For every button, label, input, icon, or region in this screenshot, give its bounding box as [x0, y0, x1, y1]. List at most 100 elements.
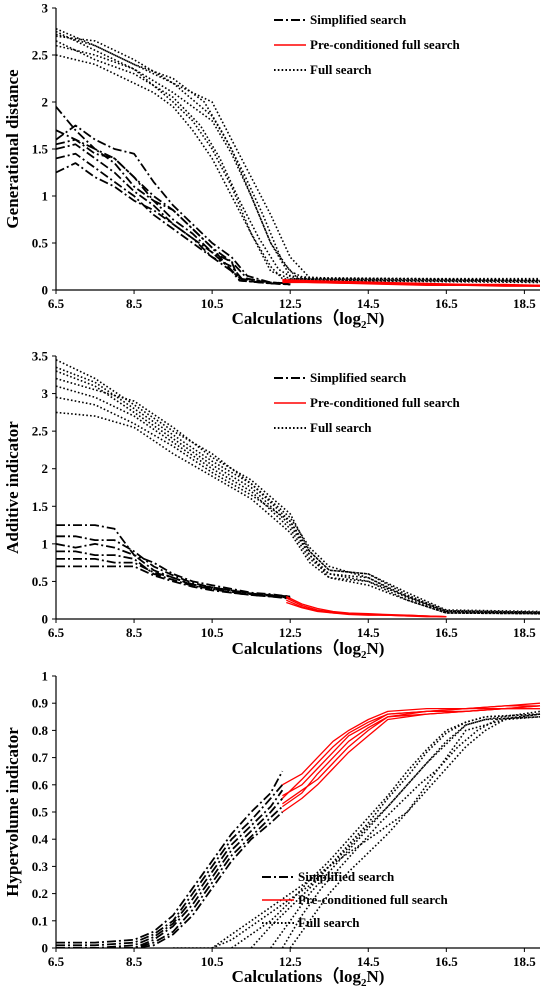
legend: Simplified search Pre-conditioned full se… — [274, 370, 461, 435]
series-line-full — [281, 713, 541, 948]
x-axis-title: Calculations（log2N) — [232, 966, 385, 989]
x-tick-label: 8.5 — [126, 296, 143, 311]
x-axis-title: Calculations（log2N) — [232, 308, 385, 331]
series-line-preconditioned — [282, 705, 541, 797]
y-tick-label: 1.5 — [32, 142, 49, 157]
y-tick-label: 0.2 — [32, 886, 48, 901]
series-line-simplified — [56, 124, 291, 285]
y-tick-label: 0 — [42, 941, 49, 956]
series-line-preconditioned — [286, 595, 447, 618]
y-tick-label: 3.5 — [32, 349, 49, 364]
series-line-full — [211, 710, 541, 948]
x-axis-title-main: Calculations（log — [232, 308, 362, 328]
x-tick-label: 10.5 — [201, 625, 224, 640]
x-tick-label: 12.5 — [279, 296, 302, 311]
series-line-preconditioned — [286, 599, 447, 618]
x-tick-label: 16.5 — [435, 954, 458, 969]
chart-2: 0 0.5 1 1.5 2 2.5 3 3.5 6.5 8.5 10.5 12.5 14.5 16.5 18… — [3, 349, 541, 661]
y-tick-label: 0 — [42, 283, 49, 298]
series-line-full — [231, 713, 541, 948]
legend-label-preconditioned: Pre-conditioned full search — [310, 37, 461, 52]
x-tick-label: 14.5 — [357, 296, 380, 311]
series-line-preconditioned — [282, 707, 540, 813]
y-tick-label: 0.7 — [32, 750, 49, 765]
y-tick-label: 0.5 — [32, 805, 49, 820]
x-tick-label: 10.5 — [201, 954, 224, 969]
series-line-full — [250, 713, 541, 948]
chart-3: 0 0.1 0.2 0.3 0.4 0.5 0.6 0.7 0.8 0.9 16.5 8.5 10.5 1… — [3, 669, 541, 989]
series-line-full — [56, 54, 541, 282]
x-axis-title-subscript: 2 — [361, 977, 367, 989]
y-tick-label: 1 — [42, 536, 49, 551]
x-tick-label: 12.5 — [279, 625, 302, 640]
series-lines — [56, 27, 541, 287]
legend-label-preconditioned: Pre-conditioned full search — [310, 395, 461, 410]
series-line-full — [56, 40, 541, 283]
series-line-preconditioned — [286, 601, 447, 618]
series-lines — [56, 702, 541, 948]
series-line-simplified — [56, 152, 291, 286]
y-tick-label: 1 — [42, 669, 49, 684]
series-line-full — [56, 396, 541, 613]
series-line-simplified — [56, 129, 291, 286]
x-tick-label: 16.5 — [435, 625, 458, 640]
y-tick-label: 0.6 — [32, 777, 49, 792]
x-axis-title: Calculations（log2N) — [232, 638, 385, 661]
y-axis-title: Generational distance — [3, 69, 22, 229]
y-tick-label: 2.5 — [32, 424, 49, 439]
x-tick-label: 6.5 — [48, 625, 65, 640]
legend-label-preconditioned: Pre-conditioned full search — [298, 892, 449, 907]
series-line-simplified — [56, 770, 284, 944]
series-line-full — [56, 366, 541, 613]
y-tick-label: 0.3 — [32, 859, 49, 874]
x-tick-label: 14.5 — [357, 625, 380, 640]
x-tick-label: 6.5 — [48, 296, 65, 311]
series-line-simplified — [56, 524, 291, 598]
legend-label-simplified: Simplified search — [310, 370, 407, 385]
x-axis-title-tail: N) — [366, 967, 384, 986]
series-line-full — [56, 377, 541, 613]
series-line-preconditioned — [282, 281, 540, 287]
x-tick-label: 18.5 — [513, 296, 536, 311]
y-tick-label: 0.8 — [32, 723, 49, 738]
series-line-full — [270, 716, 541, 948]
series-line-preconditioned — [281, 705, 540, 799]
legend-label-full: Full search — [298, 915, 360, 930]
y-axis-title: Hypervolume indicator — [3, 727, 22, 897]
series-line-preconditioned — [282, 707, 540, 808]
series-line-simplified — [56, 797, 284, 948]
series-line-full — [56, 359, 541, 614]
series-line-simplified — [56, 558, 291, 599]
chart-1: 0 0.5 1 1.5 2 2.5 3 6.5 8.5 10.5 12.5 14.5 16.5 18.5 C… — [3, 1, 541, 331]
series-line-full — [173, 713, 541, 948]
x-tick-label: 18.5 — [513, 625, 536, 640]
series-line-full — [56, 370, 541, 615]
series-line-full — [289, 716, 541, 948]
y-tick-label: 1.5 — [32, 499, 49, 514]
x-tick-label: 18.5 — [513, 954, 536, 969]
series-line-full — [56, 411, 541, 615]
x-axis-title-main: Calculations（log — [232, 638, 362, 658]
x-tick-label: 16.5 — [435, 296, 458, 311]
legend-label-full: Full search — [310, 62, 372, 77]
x-tick-label: 14.5 — [357, 954, 380, 969]
y-tick-label: 0.9 — [32, 696, 49, 711]
x-tick-label: 8.5 — [126, 954, 143, 969]
series-line-simplified — [56, 106, 291, 286]
y-tick-label: 0.5 — [32, 574, 49, 589]
y-tick-label: 0.1 — [32, 913, 48, 928]
series-line-full — [56, 33, 541, 284]
y-tick-label: 0.4 — [32, 832, 49, 847]
series-line-simplified — [56, 162, 291, 286]
y-tick-label: 0 — [42, 612, 49, 627]
legend-label-simplified: Simplified search — [310, 12, 407, 27]
x-axis-title-subscript: 2 — [361, 649, 367, 661]
series-line-simplified — [56, 543, 291, 599]
legend-label-simplified: Simplified search — [298, 869, 395, 884]
y-tick-label: 3 — [42, 1, 49, 16]
x-tick-label: 8.5 — [126, 625, 143, 640]
series-line-full — [56, 35, 541, 281]
legend: Simplified search Pre-conditioned full se… — [262, 869, 449, 930]
series-line-simplified — [56, 550, 291, 599]
